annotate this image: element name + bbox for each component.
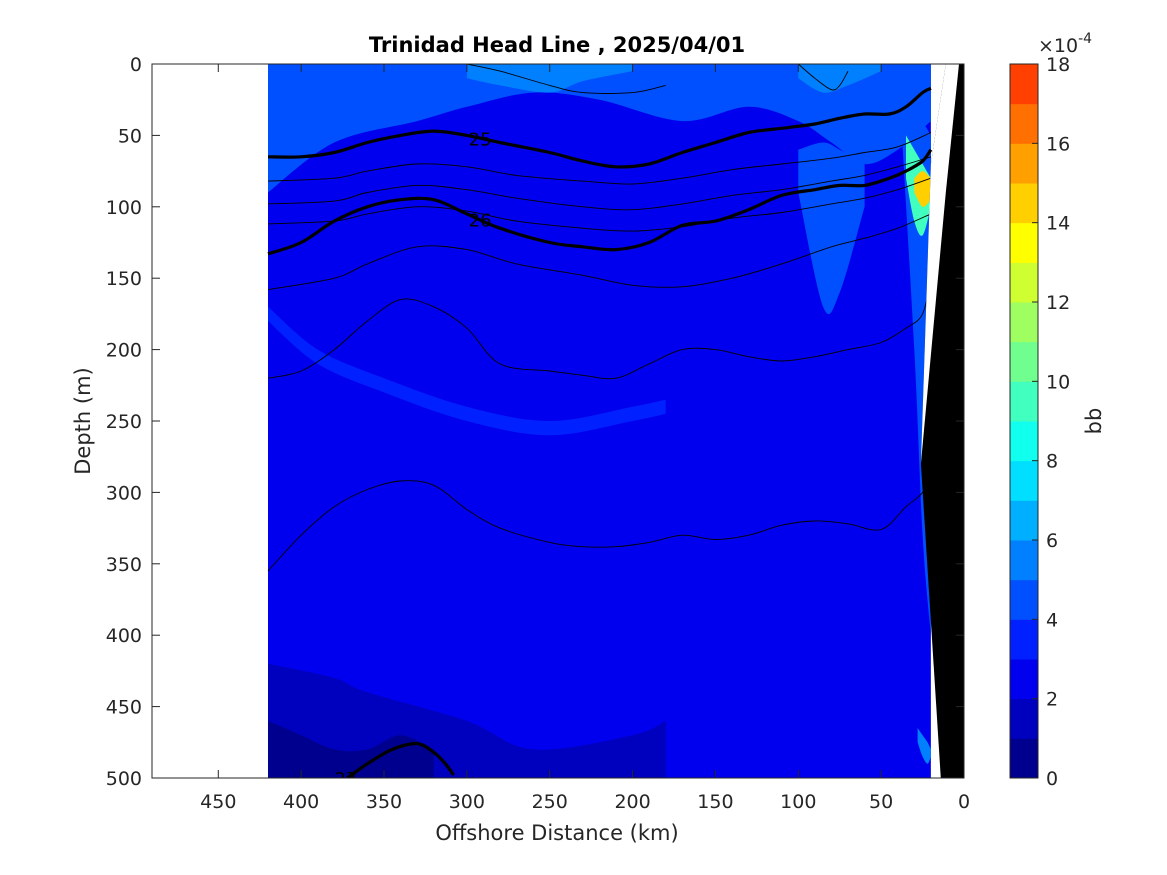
colorbar-tick-label: 10 <box>1046 371 1070 393</box>
y-tick-label: 250 <box>106 411 142 433</box>
field-patch <box>798 64 882 93</box>
y-tick-label: 450 <box>106 697 142 719</box>
colorbar: 0 2 4 6 8 10 12 14 16 18 <box>1009 54 1070 790</box>
density-contour <box>466 64 666 94</box>
x-tick-label: 250 <box>532 791 568 813</box>
x-tick-label: 450 <box>200 791 236 813</box>
field-patch <box>466 64 633 93</box>
field-patch <box>268 306 666 436</box>
y-tick-label: 200 <box>106 340 142 362</box>
colorbar-tick-label: 8 <box>1046 451 1058 473</box>
density-contours: 25 26 27 <box>267 64 933 790</box>
x-tick-label: 0 <box>958 791 970 813</box>
y-tick-label: 100 <box>106 197 142 219</box>
y-tick-label: 350 <box>106 554 142 576</box>
colorbar-swatch <box>1010 659 1038 700</box>
colorbar-swatch <box>1010 698 1038 739</box>
colorbar-swatch <box>1010 619 1038 660</box>
density-contour <box>267 177 932 232</box>
colorbar-frame <box>1009 63 1039 779</box>
colorbar-swatch <box>1010 222 1038 263</box>
x-tick-label: 100 <box>780 791 816 813</box>
plot-area: 25 26 27 <box>151 63 965 790</box>
density-contour-27 <box>346 742 455 778</box>
x-tick-label: 400 <box>283 791 319 813</box>
y-tick-label: 50 <box>118 125 142 147</box>
colorbar-tick-label: 0 <box>1046 768 1058 790</box>
colorbar-tick-label: 14 <box>1046 213 1070 235</box>
density-contour <box>267 213 932 291</box>
y-tick-label: 400 <box>106 625 142 647</box>
colorbar-swatch <box>1010 64 1038 105</box>
colorbar-swatch <box>1010 500 1038 541</box>
density-contour <box>267 278 932 380</box>
colorbar-swatch <box>1010 381 1038 422</box>
colorbar-swatch <box>1010 143 1038 184</box>
x-tick-label: 50 <box>869 791 893 813</box>
colorbar-swatch <box>1010 262 1038 303</box>
chart-title: Trinidad Head Line , 2025/04/01 <box>369 33 745 57</box>
contour-label: 26 <box>469 211 492 232</box>
x-tick-label: 150 <box>697 791 733 813</box>
density-contour <box>267 156 932 211</box>
x-axis-label: Offshore Distance (km) <box>435 821 678 845</box>
y-axis-label: Depth (m) <box>71 367 95 474</box>
colorbar-tick-label: 2 <box>1046 689 1058 711</box>
y-tick-label: 500 <box>106 768 142 790</box>
field-patch <box>268 720 434 778</box>
y-tick-label: 300 <box>106 482 142 504</box>
colorbar-tick-label: 12 <box>1046 292 1070 314</box>
y-axis: 0 50 100 150 200 250 300 350 400 450 500 <box>106 54 964 790</box>
field-patch <box>917 728 931 764</box>
bathymetry-gap <box>920 64 959 464</box>
colorbar-swatch <box>1010 540 1038 581</box>
colorbar-label: bb <box>1082 408 1106 435</box>
density-contour <box>267 132 932 185</box>
contour-label: 27 <box>334 769 357 790</box>
density-contour-26 <box>267 148 933 256</box>
y-tick-label: 150 <box>106 268 142 290</box>
density-contour-25 <box>267 86 932 169</box>
colorbar-exponent: ×10-4 <box>1038 31 1092 57</box>
colorbar-tick-label: 18 <box>1046 54 1070 76</box>
x-tick-label: 300 <box>449 791 485 813</box>
colorbar-swatch <box>1010 421 1038 462</box>
colorbar-swatch <box>1010 460 1038 501</box>
density-contour <box>267 470 932 572</box>
x-axis: 450 400 350 300 250 200 150 100 50 0 <box>200 64 970 813</box>
colorbar-swatch <box>1010 183 1038 224</box>
colorbar-tick-label: 6 <box>1046 530 1058 552</box>
y-tick-label: 0 <box>130 54 142 76</box>
colorbar-swatch <box>1010 738 1038 779</box>
contour-label: 25 <box>469 129 492 150</box>
colorbar-swatch <box>1010 341 1038 382</box>
x-tick-label: 350 <box>366 791 402 813</box>
colorbar-swatch <box>1010 302 1038 343</box>
field-patch <box>268 64 931 193</box>
density-contour <box>798 64 849 91</box>
colorbar-swatch <box>1010 103 1038 144</box>
colorbar-tick-label: 4 <box>1046 609 1058 631</box>
colorbar-swatch <box>1010 579 1038 620</box>
colorbar-tick-label: 16 <box>1046 133 1070 155</box>
x-tick-label: 200 <box>614 791 650 813</box>
